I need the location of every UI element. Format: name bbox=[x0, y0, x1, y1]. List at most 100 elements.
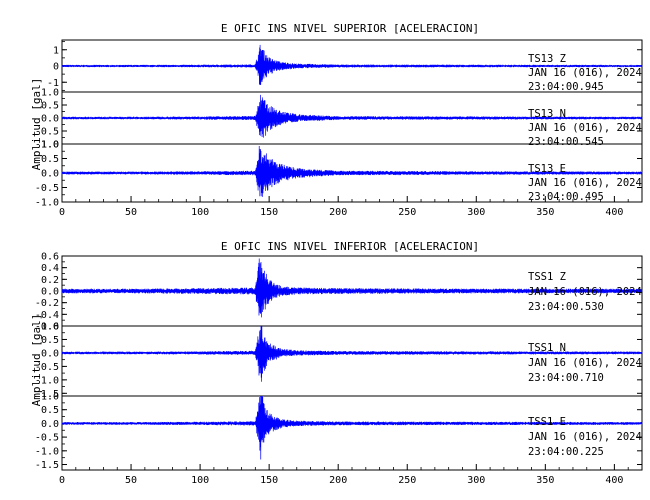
x-tick-label: 400 bbox=[605, 475, 623, 486]
waveform-trace bbox=[61, 395, 643, 460]
x-tick-label: 50 bbox=[125, 475, 137, 486]
y-tick-label: -0.2 bbox=[35, 298, 59, 309]
x-tick-label: 0 bbox=[59, 207, 65, 218]
panel-tss1-e: 1.0 0.5 0.0 -0.5 -1.0 -1.5 TSS1 E JAN 16 (016… bbox=[35, 392, 643, 471]
y-axis-label: Amplitud [gal] bbox=[30, 78, 43, 171]
component-code: Z bbox=[560, 271, 566, 283]
trace-time: 23:04:00.545 bbox=[528, 136, 604, 148]
y-tick-label: -1.5 bbox=[35, 389, 59, 400]
y-ticks: 1.0 0.5 0.0 -0.5 -1.0 bbox=[35, 140, 642, 209]
y-tick-label: 1.0 bbox=[41, 140, 59, 151]
x-tick-label: 100 bbox=[191, 207, 209, 218]
y-tick-label: 1.0 bbox=[41, 322, 59, 333]
panel-tss1-n: 1.0 0.5 0.0 -0.5 -1.0 -1.5 TSS1 N JAN 16 (016… bbox=[35, 322, 643, 400]
station-code: TS13 bbox=[528, 163, 553, 175]
trace-station-label: TSS1 Z bbox=[528, 271, 566, 283]
station-code: TSS1 bbox=[528, 342, 553, 354]
x-tick-label: 300 bbox=[467, 207, 485, 218]
y-tick-label: 0.2 bbox=[41, 275, 59, 286]
trace-station-label: TSS1 N bbox=[528, 342, 566, 354]
y-tick-label: -1.0 bbox=[35, 446, 59, 457]
y-tick-label: 0.6 bbox=[41, 252, 59, 263]
x-tick-label: 350 bbox=[536, 207, 554, 218]
x-tick-label: 50 bbox=[125, 207, 137, 218]
station-code: TS13 bbox=[528, 108, 553, 120]
trace-date: JAN 16 (016), 2024 bbox=[528, 357, 642, 369]
y-tick-label: 0.4 bbox=[41, 263, 59, 274]
trace-date: JAN 16 (016), 2024 bbox=[528, 286, 642, 298]
station-code: TS13 bbox=[528, 53, 553, 65]
chart-title: E OFIC INS NIVEL SUPERIOR [ACELERACION] bbox=[221, 22, 479, 35]
y-tick-label: -1.0 bbox=[35, 198, 59, 209]
y-tick-label: 0.0 bbox=[41, 348, 59, 359]
x-tick-label: 200 bbox=[329, 475, 347, 486]
station-code: TSS1 bbox=[528, 271, 553, 283]
panel-ts13-e: 1.0 0.5 0.0 -0.5 -1.0 TS13 E JAN 16 (016), 2… bbox=[35, 140, 643, 209]
component-code: Z bbox=[560, 53, 566, 65]
x-tick-label: 150 bbox=[260, 475, 278, 486]
waveform-trace bbox=[61, 146, 643, 197]
y-tick-label: 1.0 bbox=[41, 88, 59, 99]
x-axis: 0 50 100 150 200 250 300 350 400 bbox=[59, 464, 629, 486]
y-tick-label: 0.0 bbox=[41, 287, 59, 298]
y-tick-label: 0.5 bbox=[41, 405, 59, 416]
trace-time: 23:04:00.710 bbox=[528, 372, 604, 384]
trace-time: 23:04:00.530 bbox=[528, 301, 604, 313]
x-tick-label: 250 bbox=[398, 475, 416, 486]
y-tick-label: -0.5 bbox=[35, 433, 59, 444]
y-axis-label: Amplitud [gal] bbox=[30, 314, 43, 407]
trace-date: JAN 16 (016), 2024 bbox=[528, 67, 642, 79]
x-tick-label: 0 bbox=[59, 475, 65, 486]
trace-time: 23:04:00.945 bbox=[528, 81, 604, 93]
trace-time: 23:04:00.225 bbox=[528, 446, 604, 458]
y-tick-label: -0.4 bbox=[35, 310, 59, 321]
component-code: N bbox=[560, 342, 566, 354]
x-tick-label: 400 bbox=[605, 207, 623, 218]
trace-time: 23:04:00.495 bbox=[528, 191, 604, 203]
x-tick-label: 300 bbox=[467, 475, 485, 486]
x-tick-label: 250 bbox=[398, 207, 416, 218]
trace-station-label: TS13 E bbox=[528, 163, 566, 175]
y-tick-label: 0 bbox=[53, 62, 59, 73]
component-code: N bbox=[560, 108, 566, 120]
x-tick-label: 100 bbox=[191, 475, 209, 486]
waveform-trace bbox=[61, 44, 643, 85]
x-axis: 0 50 100 150 200 250 300 350 400 bbox=[59, 196, 629, 218]
y-tick-label: -0.6 bbox=[35, 322, 59, 333]
y-tick-label: 0.0 bbox=[41, 114, 59, 125]
panel-ts13-z: 1 0 -1 TS13 Z JAN 16 (016), 2024 23:04:00.… bbox=[47, 39, 643, 93]
y-tick-label: -1.0 bbox=[35, 140, 59, 151]
station-code: TSS1 bbox=[528, 416, 553, 428]
y-tick-label: 1 bbox=[53, 45, 59, 56]
chart-title: E OFIC INS NIVEL INFERIOR [ACELERACION] bbox=[221, 240, 479, 253]
y-tick-label: -1.0 bbox=[35, 375, 59, 386]
x-tick-label: 150 bbox=[260, 207, 278, 218]
y-tick-label: 0.5 bbox=[41, 101, 59, 112]
component-code: E bbox=[560, 416, 566, 428]
trace-date: JAN 16 (016), 2024 bbox=[528, 431, 642, 443]
y-tick-label: 0.0 bbox=[41, 419, 59, 430]
y-tick-label: -1.5 bbox=[35, 460, 59, 471]
y-tick-label: -0.5 bbox=[35, 362, 59, 373]
panel-tss1-z: 0.60.40.20.0-0.2-0.4-0.6 TSS1 Z JAN 16 (… bbox=[35, 252, 643, 333]
waveform-trace bbox=[61, 258, 643, 318]
waveform-trace bbox=[61, 94, 643, 138]
y-ticks: 1.0 0.5 0.0 -0.5 -1.0 -1.5 bbox=[35, 392, 642, 471]
waveform-trace bbox=[61, 325, 643, 382]
trace-station-label: TS13 N bbox=[528, 108, 566, 120]
trace-station-label: TS13 Z bbox=[528, 53, 566, 65]
x-tick-label: 350 bbox=[536, 475, 554, 486]
trace-date: JAN 16 (016), 2024 bbox=[528, 122, 642, 134]
y-tick-label: 1.0 bbox=[41, 392, 59, 403]
component-code: E bbox=[560, 163, 566, 175]
chart-inferior: E OFIC INS NIVEL INFERIOR [ACELERACION] … bbox=[30, 240, 643, 486]
y-tick-label: -0.5 bbox=[35, 127, 59, 138]
y-tick-label: 0.5 bbox=[41, 335, 59, 346]
y-tick-label: -0.5 bbox=[35, 183, 59, 194]
y-tick-label: -1 bbox=[47, 78, 59, 89]
chart-superior: E OFIC INS NIVEL SUPERIOR [ACELERACION] … bbox=[30, 22, 643, 218]
y-tick-label: 0.5 bbox=[41, 154, 59, 165]
y-tick-label: 0.0 bbox=[41, 169, 59, 180]
y-ticks: 0.60.40.20.0-0.2-0.4-0.6 bbox=[35, 252, 642, 333]
